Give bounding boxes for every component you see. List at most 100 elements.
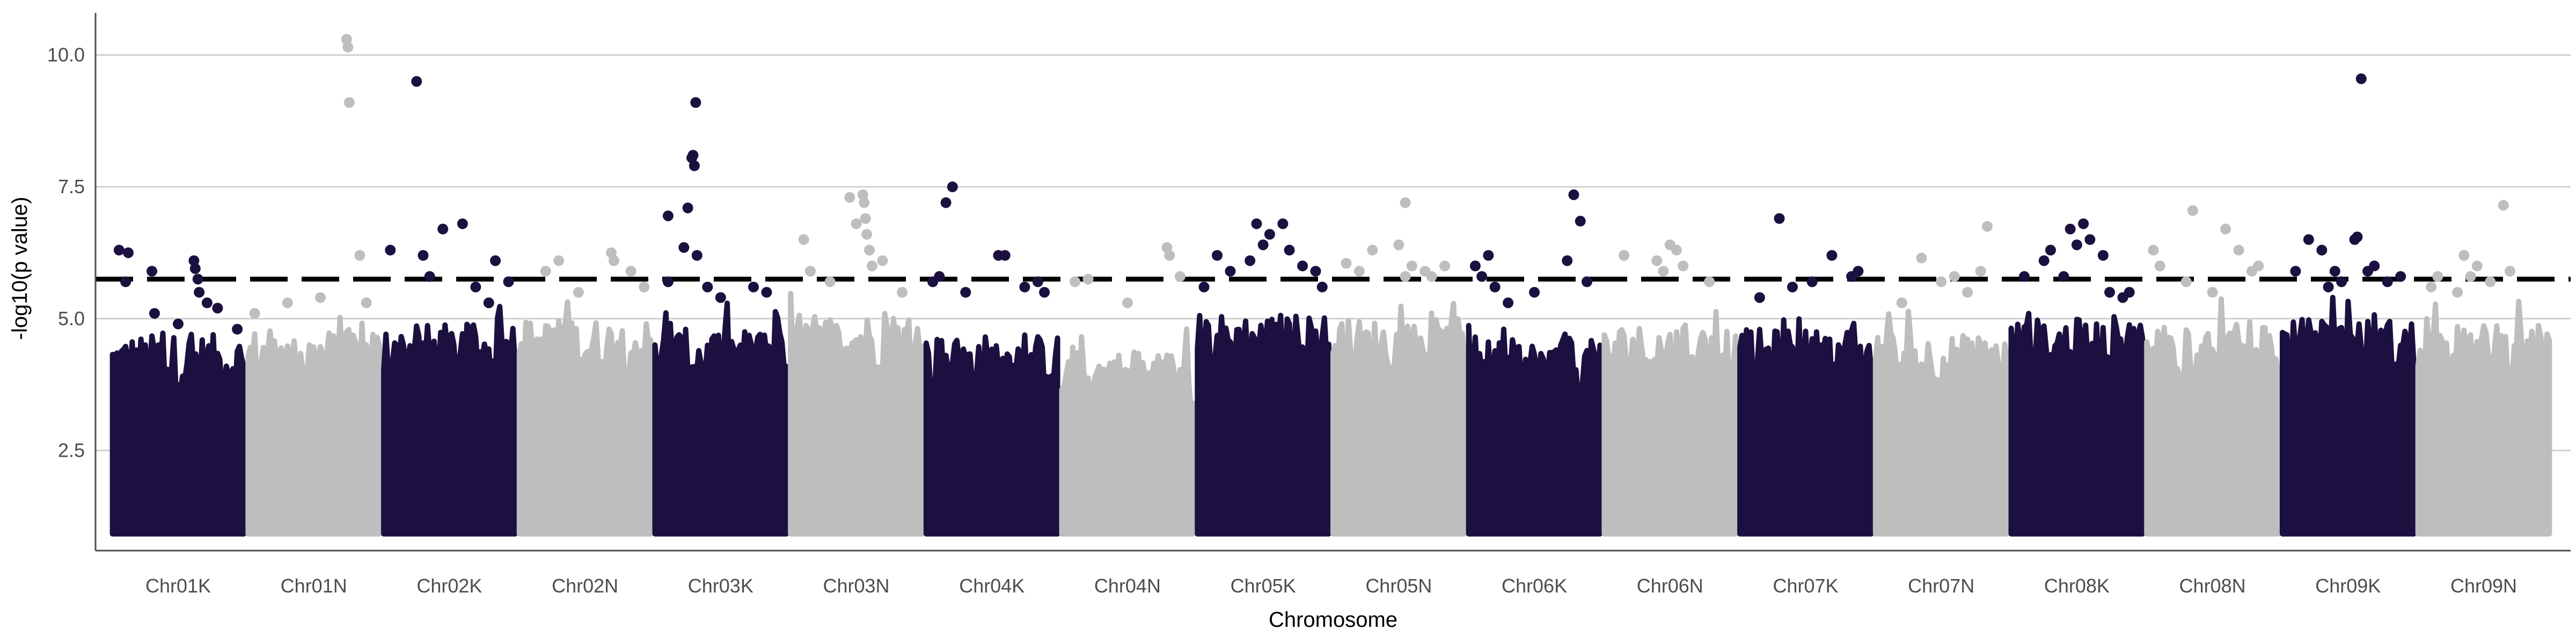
- snp-point: [1251, 218, 1262, 229]
- snp-point: [2148, 245, 2159, 256]
- snp-point: [1367, 245, 1378, 256]
- snp-point: [824, 276, 836, 287]
- snp-point: [342, 41, 354, 53]
- snp-point: [1310, 266, 1321, 277]
- snp-point: [2078, 218, 2089, 229]
- snp-point: [639, 281, 650, 292]
- snp-point: [2290, 266, 2301, 277]
- snp-point: [1225, 266, 1236, 277]
- snp-point: [149, 308, 160, 319]
- snp-point: [2452, 287, 2463, 298]
- point-cloud-chr08k: [2008, 311, 2146, 537]
- snp-point: [1245, 255, 1256, 266]
- snp-point: [314, 292, 326, 303]
- snp-point: [2045, 245, 2056, 256]
- snp-point: [691, 250, 702, 261]
- x-tick-label: Chr08K: [2044, 575, 2110, 597]
- point-cloud-chr02k: [381, 304, 518, 537]
- snp-point: [1658, 266, 1669, 277]
- snp-point: [1489, 281, 1501, 292]
- snp-point: [113, 245, 125, 256]
- snp-point: [1264, 229, 1275, 240]
- snp-point: [940, 197, 952, 208]
- snp-point: [682, 202, 693, 214]
- snp-point: [1787, 281, 1798, 292]
- point-cloud-chr01n: [245, 314, 383, 537]
- snp-point: [1257, 239, 1269, 251]
- snp-point: [1503, 297, 1514, 309]
- snp-point: [999, 250, 1011, 261]
- snp-point: [2233, 245, 2244, 256]
- snp-point: [1439, 260, 1450, 272]
- snp-point: [1581, 276, 1592, 287]
- snp-point: [232, 324, 243, 335]
- snp-point: [503, 276, 514, 287]
- snp-point: [864, 245, 875, 256]
- snp-point: [457, 218, 468, 229]
- snp-point: [2180, 276, 2192, 287]
- snp-point: [1353, 266, 1365, 277]
- snp-point: [1032, 276, 1043, 287]
- snp-point: [385, 245, 396, 256]
- snp-point: [483, 297, 494, 309]
- snp-point: [678, 242, 690, 253]
- point-cloud-chr03n: [788, 290, 925, 537]
- snp-point: [1400, 197, 1411, 208]
- snp-point: [1174, 271, 1185, 282]
- snp-point: [2187, 205, 2198, 216]
- snp-point: [1019, 281, 1030, 292]
- snp-point: [687, 150, 699, 161]
- x-tick-label: Chr08N: [2179, 575, 2246, 597]
- snp-point: [418, 250, 429, 261]
- x-tick-label: Chr09K: [2315, 575, 2381, 597]
- snp-point: [1916, 252, 1927, 264]
- x-tick-label: Chr04N: [1094, 575, 1161, 597]
- snp-point: [877, 255, 888, 266]
- snp-point: [748, 281, 759, 292]
- x-axis-ticks: Chr01K Chr01N Chr02K Chr02N Chr03K Chr03N Chr0…: [145, 575, 2517, 597]
- snp-point: [861, 229, 873, 240]
- snp-point: [1806, 276, 1818, 287]
- x-tick-label: Chr02N: [552, 575, 618, 597]
- x-tick-label: Chr01N: [281, 575, 347, 597]
- snp-point: [2498, 200, 2509, 211]
- snp-point: [1082, 274, 1094, 285]
- snp-point: [553, 255, 565, 266]
- snp-point: [2471, 260, 2483, 272]
- snp-point: [715, 292, 726, 303]
- x-tick-label: Chr05N: [1365, 575, 1432, 597]
- point-cloud-chr08n: [2144, 296, 2281, 537]
- snp-point: [212, 303, 223, 314]
- snp-point: [1400, 271, 1411, 282]
- y-axis-ticks: 2.5 5.0 7.5 10.0: [47, 44, 85, 462]
- snp-point: [1277, 218, 1289, 229]
- snp-point: [662, 210, 674, 222]
- snp-point: [2019, 271, 2030, 282]
- snp-point: [1316, 281, 1328, 292]
- snp-point: [540, 266, 551, 277]
- snp-point: [120, 276, 131, 287]
- snp-point: [1039, 287, 1050, 298]
- x-tick-label: Chr09N: [2450, 575, 2517, 597]
- snp-point: [1678, 260, 1689, 272]
- point-cloud-chr07k: [1737, 316, 1874, 537]
- snp-point: [798, 234, 809, 245]
- snp-point: [690, 97, 701, 108]
- snp-point: [1981, 221, 1993, 232]
- snp-point: [2504, 266, 2515, 277]
- point-cloud-chr05k: [1195, 312, 1331, 537]
- snp-point: [1962, 287, 1973, 298]
- snp-point: [2065, 223, 2076, 235]
- snp-point: [702, 281, 713, 292]
- snp-point: [123, 247, 134, 258]
- snp-point: [2485, 276, 2496, 287]
- snp-point: [1949, 271, 1960, 282]
- snp-point: [2323, 281, 2334, 292]
- snp-point: [1826, 250, 1838, 261]
- snp-point: [897, 287, 908, 298]
- snp-point: [411, 76, 422, 87]
- x-tick-label: Chr05K: [1231, 575, 1296, 597]
- snp-point: [947, 181, 958, 193]
- x-tick-label: Chr06N: [1637, 575, 1703, 597]
